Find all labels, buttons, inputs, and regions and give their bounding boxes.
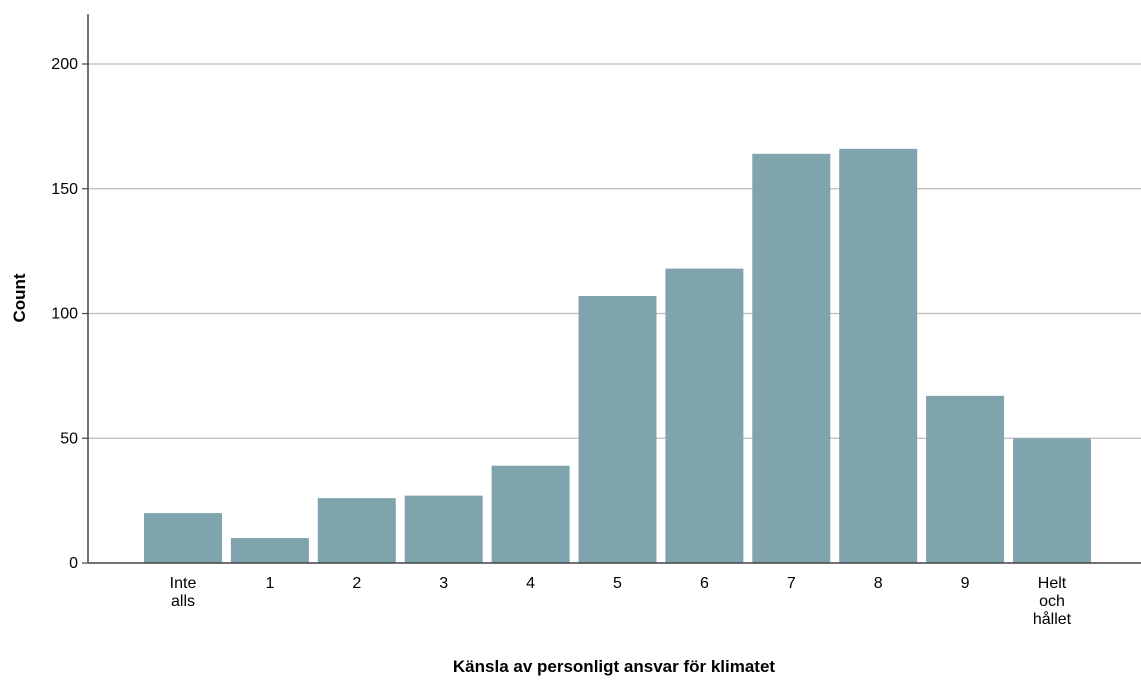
y-tick-label: 150 <box>51 181 78 198</box>
bar <box>491 465 570 563</box>
bar <box>926 395 1005 563</box>
x-tick-label: 9 <box>961 575 970 592</box>
bar <box>839 148 918 563</box>
bar <box>752 153 831 563</box>
bar <box>230 538 309 563</box>
x-tick-label: 8 <box>874 575 883 592</box>
axes <box>87 14 1141 564</box>
x-tick-label: 5 <box>613 575 622 592</box>
bar <box>1013 438 1091 563</box>
x-tick-label: 4 <box>526 575 535 592</box>
bar <box>317 498 396 563</box>
y-axis-title: Count <box>10 273 29 322</box>
y-tick-label: 50 <box>60 430 78 447</box>
x-tick-labels: Inte alls 1 2 3 4 5 6 7 8 9 Helt och hållet <box>170 575 1072 628</box>
x-tick-label: 7 <box>787 575 796 592</box>
y-tick-label: 200 <box>51 56 78 73</box>
x-axis-title: Känsla av personligt ansvar för klimatet <box>453 657 776 676</box>
x-tick-label: 3 <box>439 575 448 592</box>
y-tick-label: 100 <box>51 306 78 323</box>
x-tick-label: 2 <box>352 575 361 592</box>
bar <box>578 296 657 563</box>
bar <box>404 495 483 563</box>
x-tick-label: 1 <box>265 575 274 592</box>
y-tick-label: 0 <box>69 555 78 572</box>
bars <box>144 148 1091 563</box>
bar <box>144 513 222 563</box>
y-tick-labels: 0 50 100 150 200 <box>51 56 88 572</box>
x-tick-label: Helt och hållet <box>1033 575 1072 628</box>
bar <box>665 268 744 563</box>
x-tick-label: 6 <box>700 575 709 592</box>
x-tick-label: Inte alls <box>170 575 197 610</box>
